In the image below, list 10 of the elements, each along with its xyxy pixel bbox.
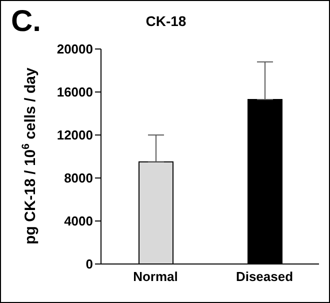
x-tick-label: Diseased	[236, 269, 294, 284]
y-tick-label: 4000	[64, 214, 93, 229]
y-tick-label: 12000	[56, 128, 93, 143]
y-tick-label: 0	[86, 256, 93, 272]
chart-title: CK-18	[144, 13, 188, 29]
y-tick-label: 8000	[64, 170, 93, 186]
y-tick-label: 16000	[56, 84, 93, 100]
text: C.	[11, 5, 41, 39]
x-tick-label: Normal	[133, 269, 178, 284]
y-tick-label: 20000	[56, 42, 93, 57]
